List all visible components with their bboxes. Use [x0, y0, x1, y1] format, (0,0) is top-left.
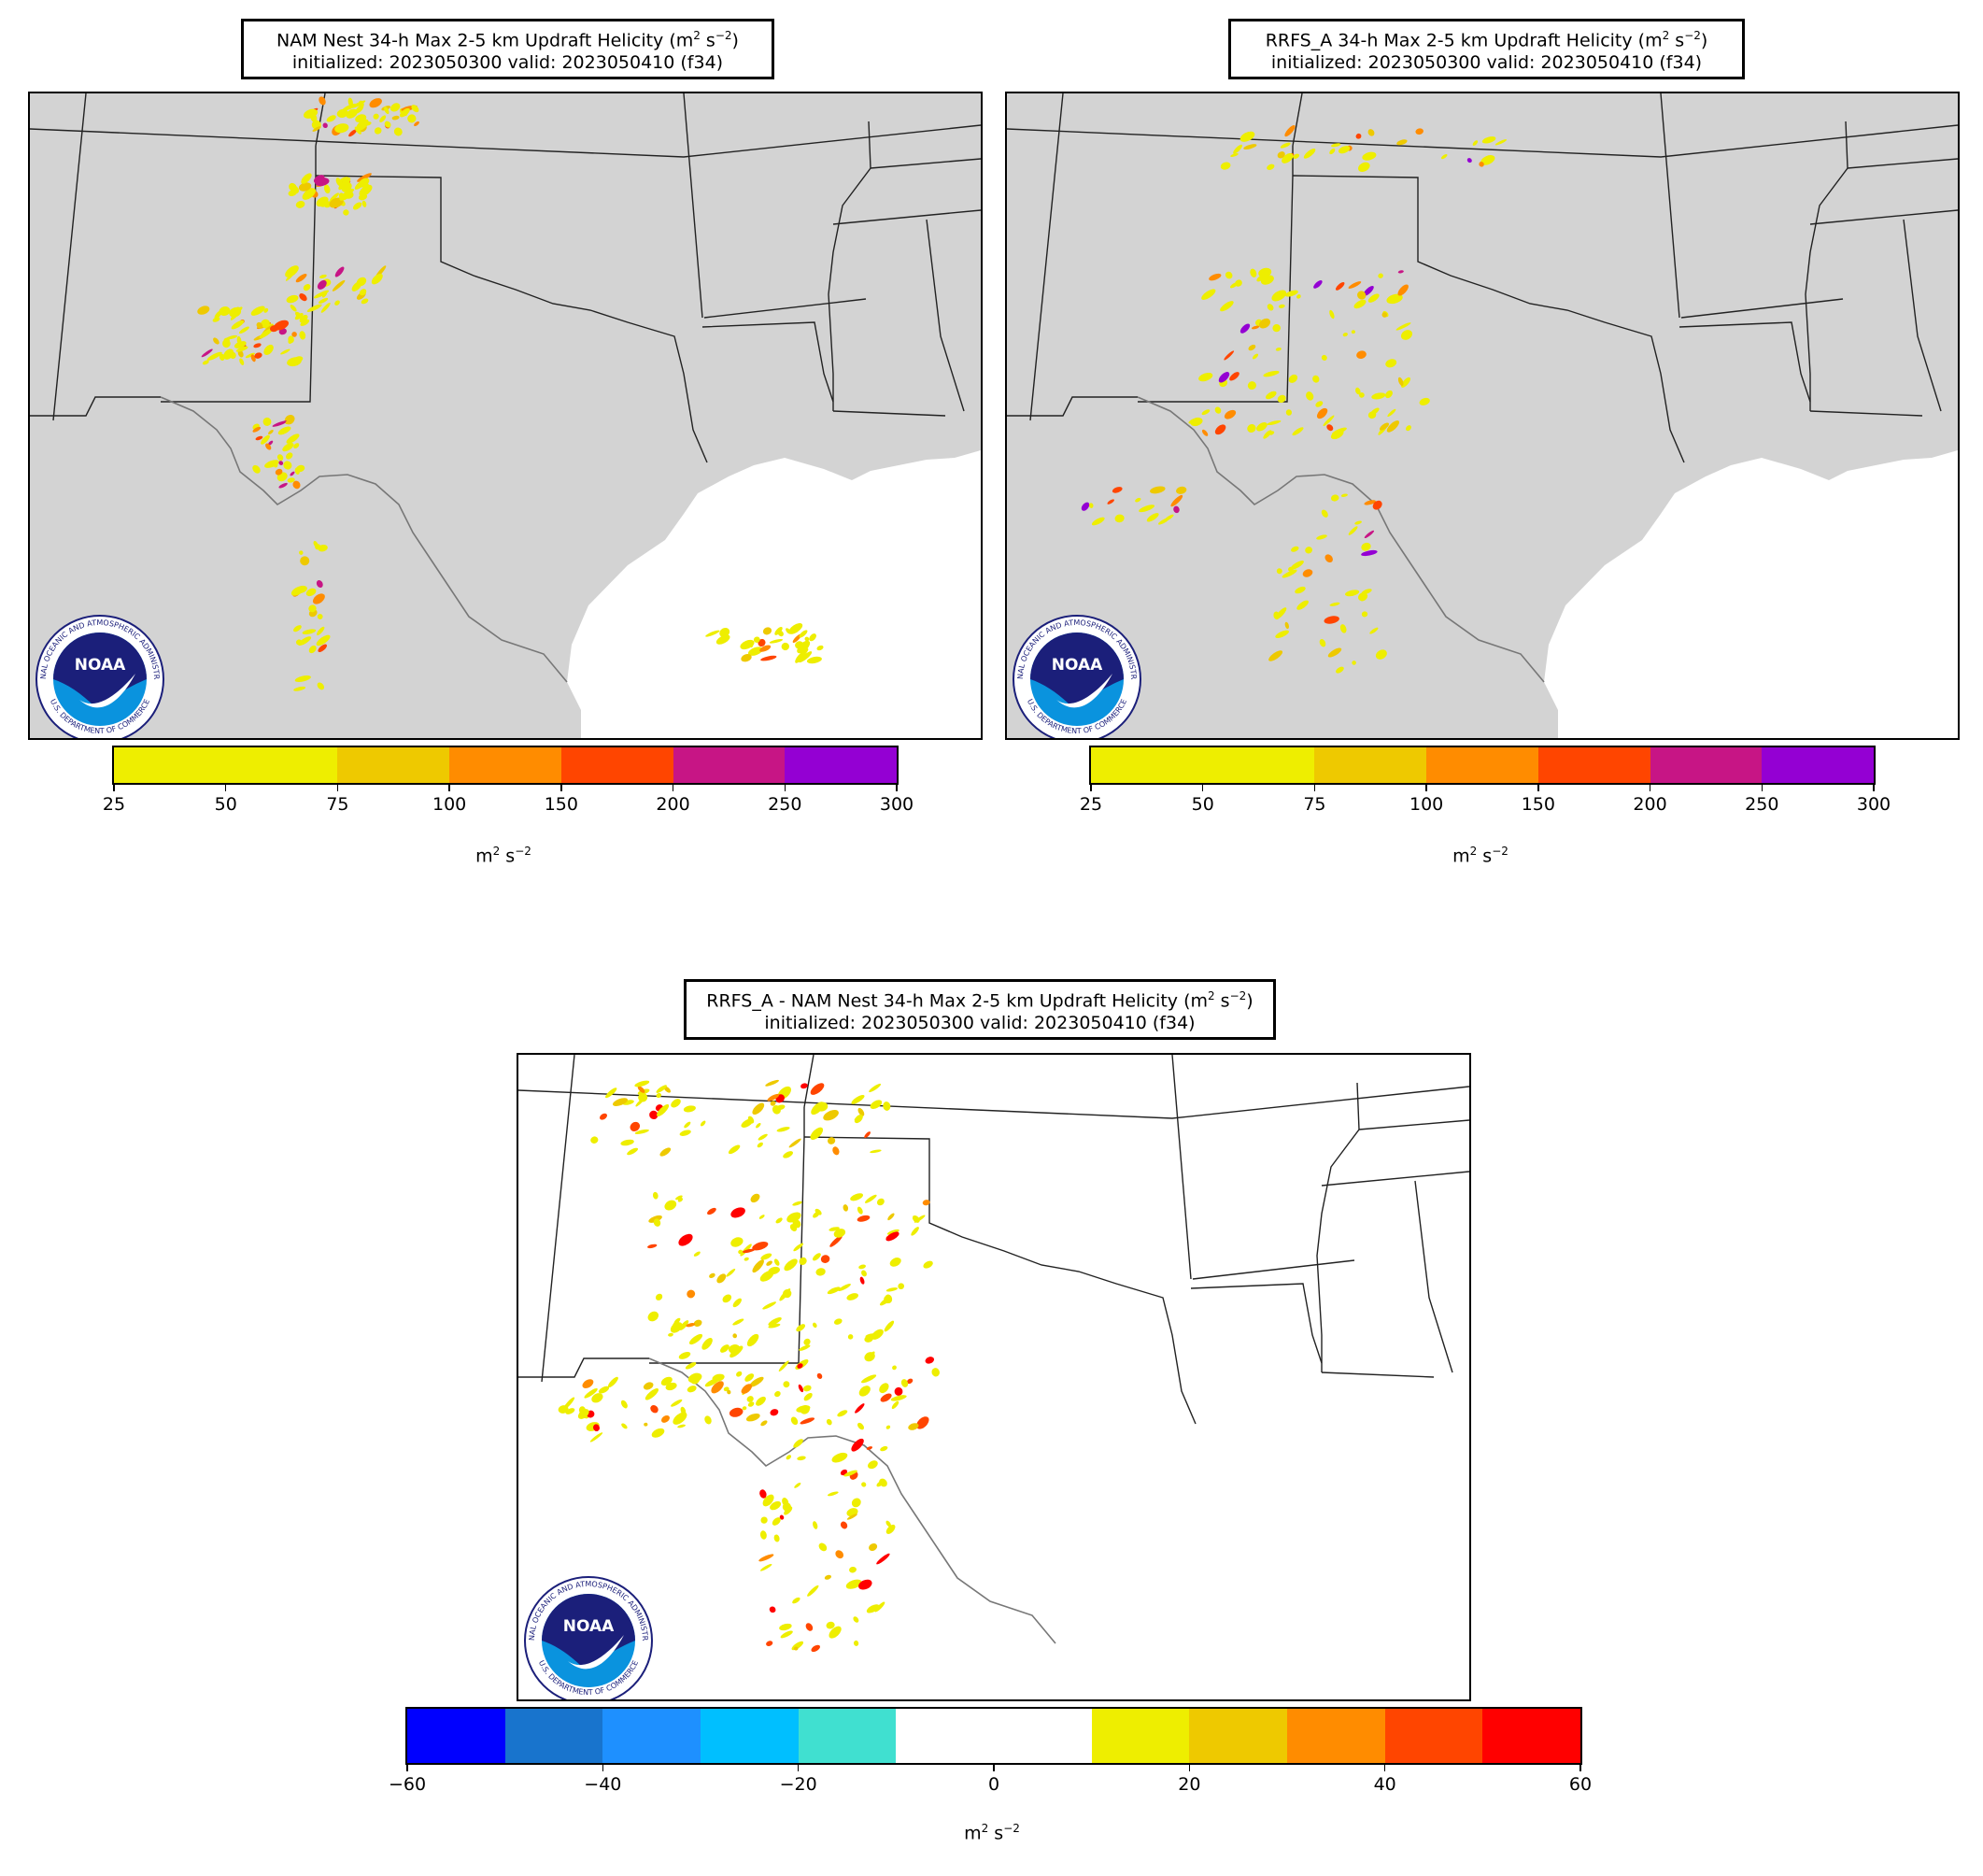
rrfs-map: NATIONAL OCEANIC AND ATMOSPHERIC ADMINIS… — [1005, 92, 1960, 740]
colorbar-segment — [1314, 747, 1427, 783]
colorbar-tick-label: 75 — [326, 794, 349, 815]
helicity-field — [1081, 125, 1508, 674]
colorbar-tick-mark — [784, 785, 786, 791]
colorbar-tick-mark — [560, 785, 562, 791]
colorbar-tick-label: 50 — [1191, 794, 1214, 815]
svg-text:NOAA: NOAA — [75, 656, 126, 675]
colorbar-tick-label: 0 — [987, 1774, 1000, 1795]
svg-text:NOAA: NOAA — [563, 1617, 615, 1636]
colorbar-tick-label: 25 — [1079, 794, 1103, 815]
colorbar-tick-mark — [406, 1765, 408, 1771]
colorbar-segment — [1482, 1709, 1581, 1763]
colorbar-tick-label: −60 — [388, 1774, 427, 1795]
diff-colorbar — [405, 1707, 1582, 1765]
colorbar-segment — [994, 1709, 1092, 1763]
colorbar-tick-label: 100 — [1409, 794, 1444, 815]
helicity-field — [197, 96, 824, 691]
diff-map: NATIONAL OCEANIC AND ATMOSPHERIC ADMINIS… — [517, 1053, 1471, 1701]
colorbar-tick-mark — [1537, 785, 1539, 791]
colorbar-segment — [673, 747, 786, 783]
gulf-of-mexico — [1007, 450, 1958, 738]
state-borders — [1007, 93, 1958, 463]
colorbar-tick-label: 300 — [879, 794, 914, 815]
colorbar-tick-mark — [1873, 785, 1875, 791]
colorbar-segment — [1762, 747, 1875, 783]
rrfs-colorbar — [1089, 746, 1876, 785]
colorbar-tick-mark — [448, 785, 450, 791]
rrfs-colorbar-unit: m2 s−2 — [1452, 845, 1508, 867]
colorbar-segment — [701, 1709, 799, 1763]
colorbar-tick-label: 75 — [1303, 794, 1326, 815]
nam-colorbar-unit: m2 s−2 — [475, 845, 531, 867]
colorbar-segment — [114, 747, 226, 783]
mexico-border — [1137, 396, 1545, 683]
colorbar-tick-label: −20 — [779, 1774, 817, 1795]
colorbar-tick-mark — [336, 785, 339, 791]
colorbar-tick-mark — [797, 1765, 800, 1771]
nam-colorbar — [112, 746, 899, 785]
colorbar-tick-label: 60 — [1568, 1774, 1593, 1795]
diff-colorbar-unit: m2 s−2 — [964, 1822, 1020, 1844]
colorbar-segment — [560, 747, 673, 783]
colorbar-segment — [798, 1709, 897, 1763]
colorbar-tick-label: 150 — [544, 794, 578, 815]
colorbar-tick-mark — [1313, 785, 1316, 791]
colorbar-segment — [1537, 747, 1650, 783]
colorbar-segment — [225, 747, 338, 783]
colorbar-tick-label: 200 — [1633, 794, 1667, 815]
colorbar-tick-label: 50 — [214, 794, 237, 815]
colorbar-tick-mark — [1579, 1765, 1581, 1771]
state-borders — [518, 1055, 1469, 1425]
colorbar-segment — [1650, 747, 1763, 783]
colorbar-tick-mark — [896, 785, 898, 791]
colorbar-segment — [1091, 1709, 1190, 1763]
colorbar-tick-mark — [672, 785, 674, 791]
colorbar-segment — [504, 1709, 603, 1763]
colorbar-tick-label: 100 — [432, 794, 467, 815]
colorbar-segment — [1189, 1709, 1288, 1763]
colorbar-segment — [337, 747, 450, 783]
colorbar-segment — [1091, 747, 1203, 783]
state-borders — [30, 93, 981, 463]
colorbar-tick-mark — [1425, 785, 1427, 791]
colorbar-segment — [1287, 1709, 1385, 1763]
colorbar-tick-mark — [1188, 1765, 1191, 1771]
colorbar-tick-mark — [113, 785, 115, 791]
nam-title: NAM Nest 34-h Max 2-5 km Updraft Helicit… — [241, 19, 774, 80]
colorbar-segment — [1202, 747, 1315, 783]
colorbar-tick-mark — [1383, 1765, 1386, 1771]
colorbar-tick-mark — [1090, 785, 1092, 791]
colorbar-tick-mark — [602, 1765, 604, 1771]
colorbar-tick-label: 250 — [1745, 794, 1779, 815]
colorbar-segment — [602, 1709, 701, 1763]
colorbar-tick-label: −40 — [584, 1774, 622, 1795]
helicity-field — [558, 1079, 940, 1653]
colorbar-tick-mark — [1649, 785, 1651, 791]
nam-map: NATIONAL OCEANIC AND ATMOSPHERIC ADMINIS… — [28, 92, 983, 740]
colorbar-tick-label: 200 — [656, 794, 690, 815]
colorbar-tick-label: 250 — [768, 794, 802, 815]
colorbar-tick-mark — [1761, 785, 1763, 791]
colorbar-tick-label: 40 — [1373, 1774, 1396, 1795]
gulf-of-mexico — [30, 450, 981, 738]
colorbar-segment — [449, 747, 561, 783]
mexico-border — [648, 1357, 1056, 1644]
colorbar-tick-label: 20 — [1178, 1774, 1201, 1795]
diff-title: RRFS_A - NAM Nest 34-h Max 2-5 km Updraf… — [684, 979, 1276, 1041]
colorbar-tick-mark — [993, 1765, 995, 1771]
rrfs-title: RRFS_A 34-h Max 2-5 km Updraft Helicity … — [1228, 19, 1745, 80]
colorbar-tick-mark — [1201, 785, 1204, 791]
colorbar-tick-label: 25 — [102, 794, 126, 815]
colorbar-segment — [407, 1709, 505, 1763]
colorbar-tick-mark — [224, 785, 227, 791]
colorbar-segment — [896, 1709, 995, 1763]
colorbar-segment — [785, 747, 898, 783]
gulf-of-mexico — [518, 1412, 1469, 1699]
colorbar-segment — [1384, 1709, 1483, 1763]
svg-text:NOAA: NOAA — [1052, 656, 1103, 675]
colorbar-tick-label: 300 — [1856, 794, 1891, 815]
colorbar-tick-label: 150 — [1521, 794, 1555, 815]
mexico-border — [160, 396, 568, 683]
colorbar-segment — [1426, 747, 1538, 783]
